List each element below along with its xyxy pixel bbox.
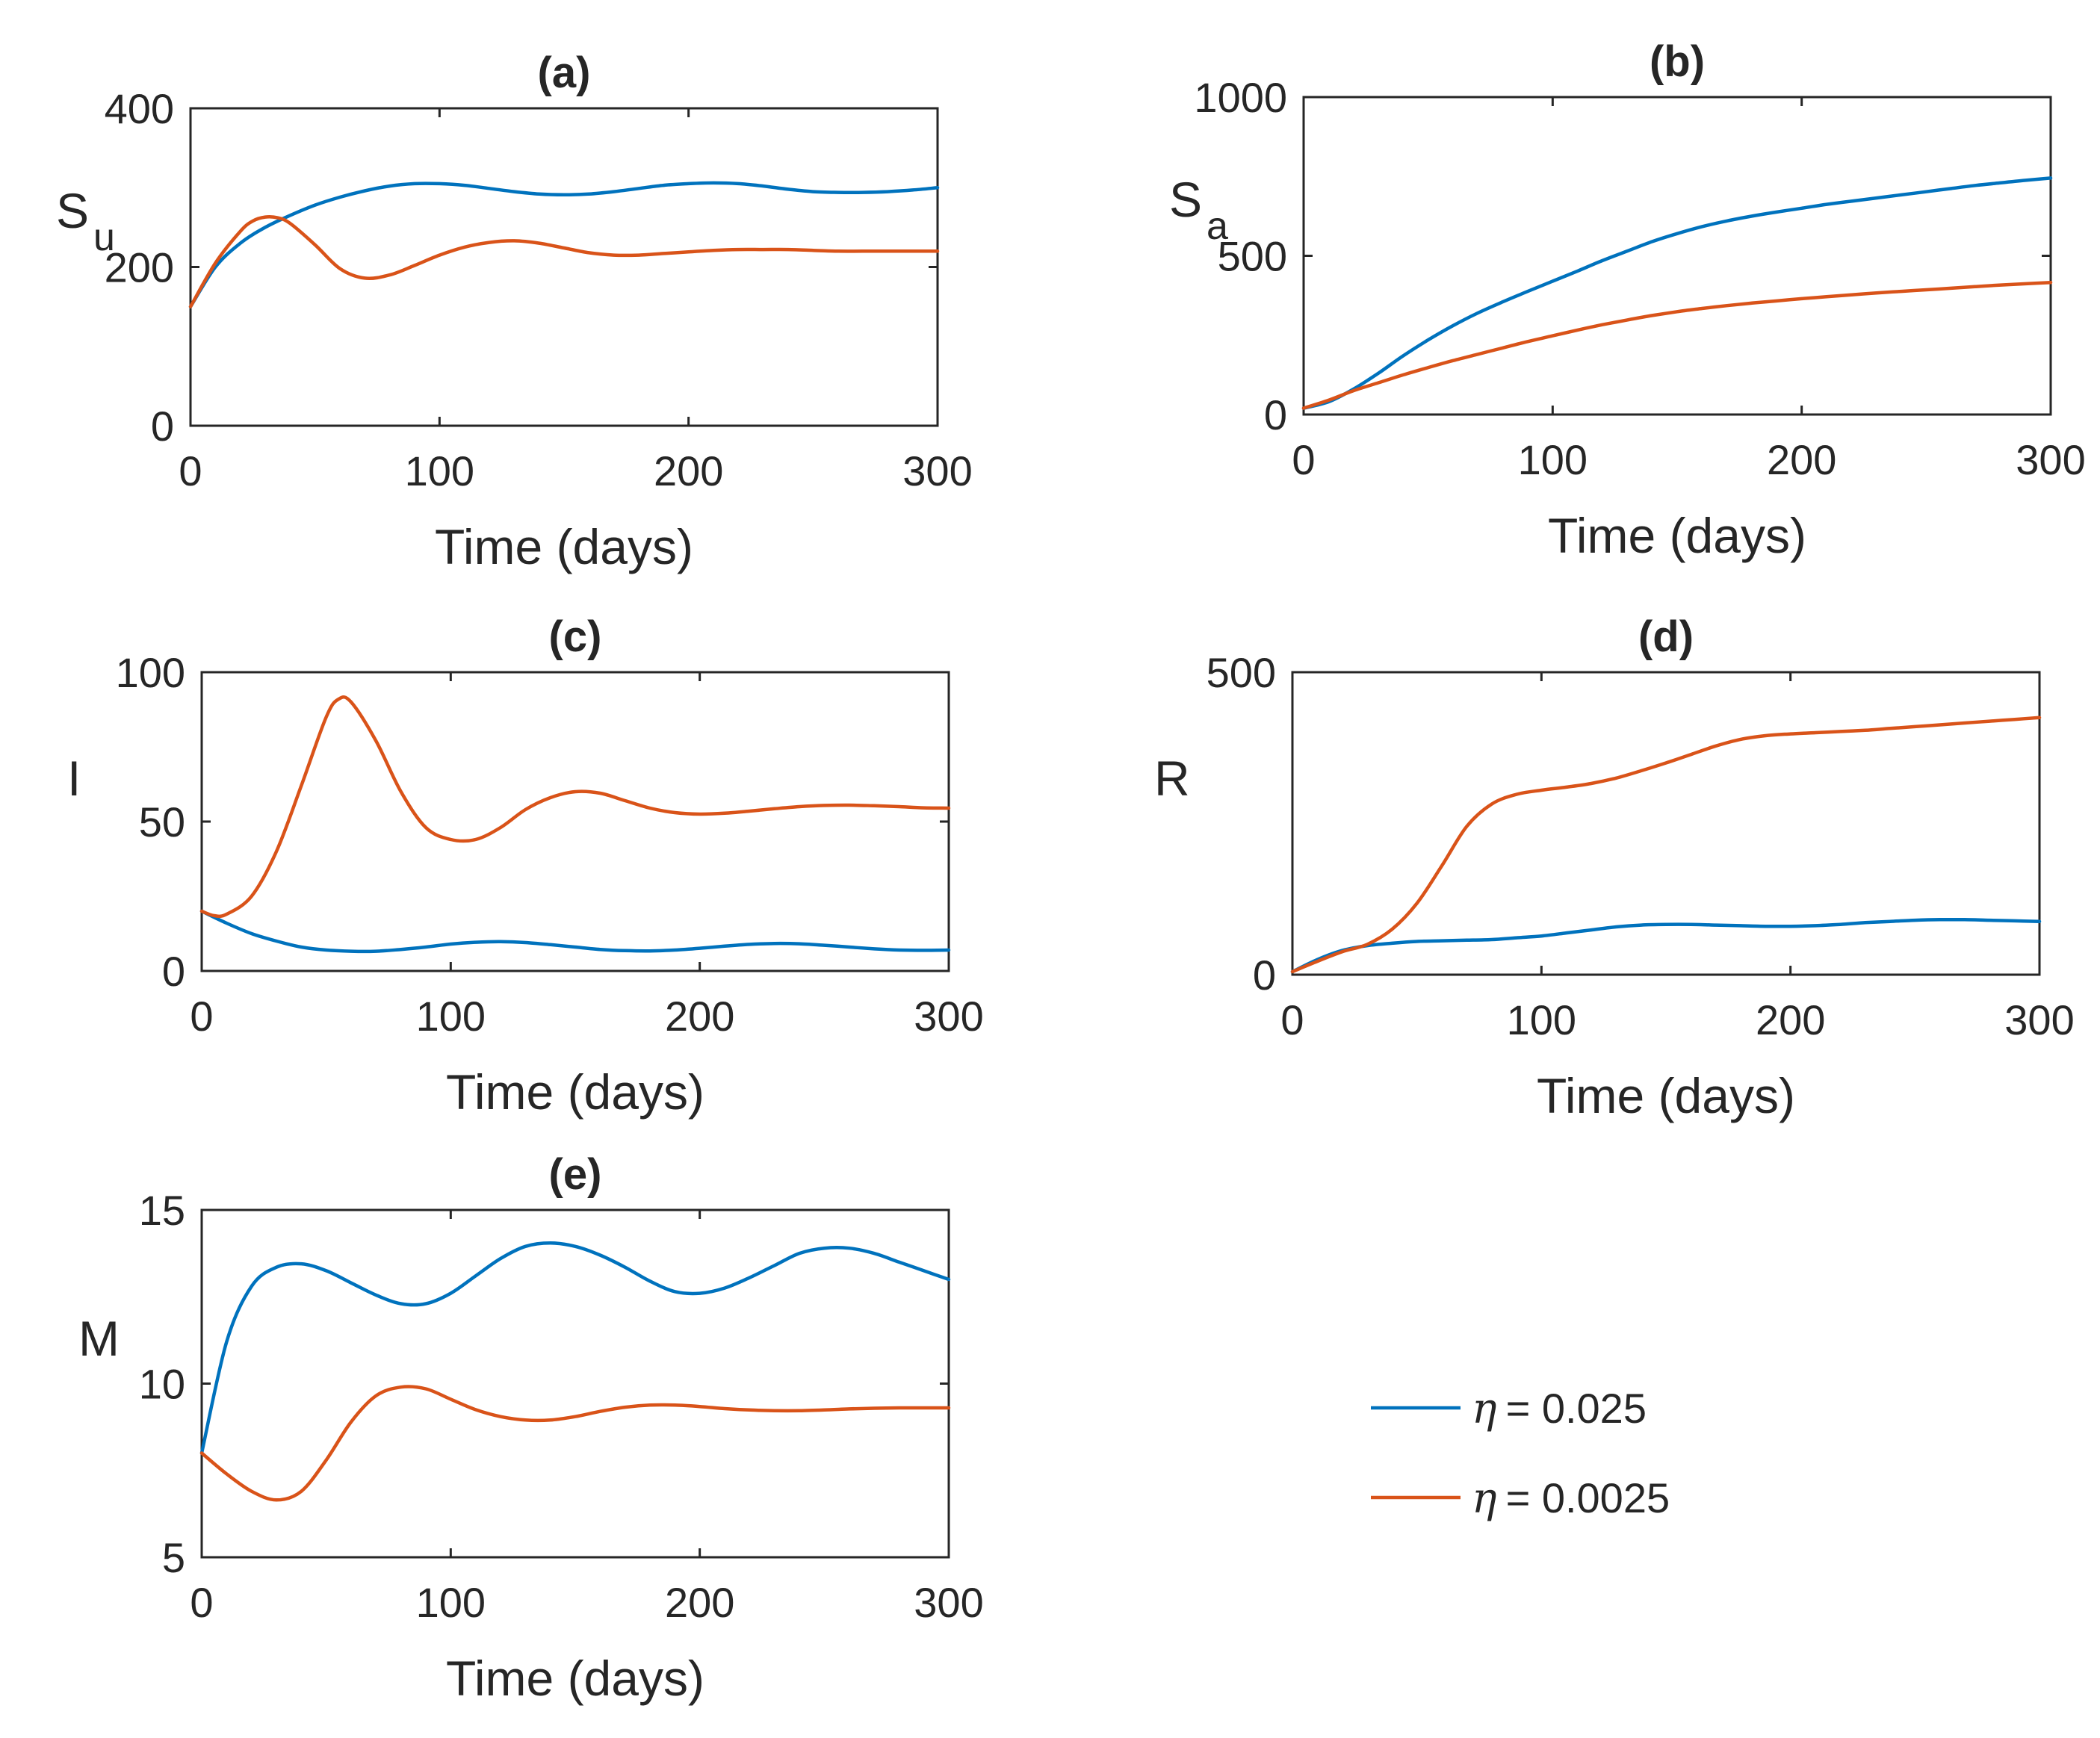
x-tick-label: 200	[665, 1579, 734, 1626]
legend-entry-2: η = 0.0025	[1472, 1474, 1670, 1523]
x-axis-label: Time (days)	[435, 519, 693, 574]
x-tick-label: 200	[1767, 436, 1836, 483]
x-axis-label: Time (days)	[1548, 508, 1806, 563]
y-tick-label: 1000	[1194, 74, 1287, 121]
x-axis-label: Time (days)	[446, 1064, 704, 1120]
y-axis-label-main: R	[1154, 751, 1190, 806]
y-tick-label: 0	[162, 948, 185, 995]
series-line-2	[1290, 716, 2042, 974]
y-axis-label: R	[1154, 751, 1190, 806]
x-axis-label: Time (days)	[1537, 1068, 1795, 1123]
x-tick-label: 100	[416, 1579, 486, 1626]
panel-title: (d)	[1638, 612, 1694, 661]
x-tick-label: 300	[914, 1579, 983, 1626]
series-line-1	[199, 909, 951, 954]
x-tick-label: 200	[1756, 996, 1825, 1043]
y-axis-label-main: S	[56, 183, 89, 238]
x-tick-label: 200	[665, 993, 734, 1040]
x-tick-label: 100	[1518, 436, 1588, 483]
legend-label: = 0.0025	[1506, 1474, 1670, 1521]
y-tick-label: 400	[105, 85, 174, 132]
x-tick-label: 100	[405, 447, 474, 494]
series-line-1	[1301, 176, 2053, 410]
y-axis-label-main: S	[1169, 172, 1202, 227]
series-line-2	[1301, 280, 2053, 410]
x-tick-label: 300	[2004, 996, 2074, 1043]
panel-title: (a)	[538, 49, 591, 97]
panel-title: (e)	[549, 1150, 602, 1199]
plot-frame	[1302, 96, 2052, 416]
y-tick-label: 100	[116, 649, 185, 696]
y-axis-label-main: I	[67, 751, 81, 806]
y-tick-label: 0	[151, 403, 174, 450]
chart-panel-c: 0 100 200 300 0 50 100 (c) Time (days) I	[67, 612, 984, 1120]
series-line-1	[1290, 917, 2042, 974]
y-tick-label: 15	[139, 1187, 185, 1234]
legend-symbol: η	[1472, 1385, 1497, 1433]
plot-frame	[189, 107, 939, 427]
legend-entry-1: η = 0.025	[1472, 1385, 1647, 1433]
y-axis-label: M	[78, 1311, 120, 1366]
y-tick-label: 500	[1207, 649, 1276, 696]
x-axis-label: Time (days)	[446, 1651, 704, 1706]
legend-label: = 0.025	[1506, 1385, 1647, 1432]
y-tick-label: 10	[139, 1361, 185, 1408]
x-tick-label: 0	[190, 993, 213, 1040]
x-tick-label: 300	[2016, 436, 2085, 483]
y-tick-label: 5	[162, 1534, 185, 1581]
chart-panel-a: 0 100 200 300 0 200 400 (a) Time (days) S u	[56, 49, 973, 574]
x-tick-label: 200	[654, 447, 723, 494]
plot-frame	[200, 1208, 950, 1559]
series-line-2	[199, 695, 951, 919]
plot-frame	[200, 671, 950, 972]
panel-title: (b)	[1650, 37, 1705, 86]
y-tick-label: 200	[105, 244, 174, 291]
x-tick-label: 100	[416, 993, 486, 1040]
legend-symbol: η	[1472, 1474, 1497, 1523]
y-axis-label: I	[67, 751, 81, 806]
y-axis-label-subscript: a	[1207, 205, 1228, 248]
y-axis-label-main: M	[78, 1311, 120, 1366]
y-tick-label: 50	[139, 798, 185, 845]
series-line-1	[188, 181, 940, 308]
chart-panel-e: 0 100 200 300 5 10 15 (e) Time (days) M	[78, 1150, 984, 1706]
x-tick-label: 0	[1280, 996, 1304, 1043]
x-tick-label: 300	[914, 993, 983, 1040]
plot-frame	[1291, 671, 2041, 976]
y-tick-label: 0	[1264, 391, 1287, 438]
series-line-2	[199, 1385, 951, 1502]
series-line-1	[199, 1241, 951, 1455]
x-tick-label: 0	[190, 1579, 213, 1626]
x-tick-label: 300	[902, 447, 972, 494]
y-tick-label: 0	[1253, 952, 1276, 999]
y-axis-label-subscript: u	[93, 216, 115, 259]
x-tick-label: 0	[1292, 436, 1315, 483]
panel-title: (c)	[549, 612, 602, 661]
chart-panel-b: 0 100 200 300 0 500 1000 (b) Time (days) S a	[1169, 37, 2086, 563]
x-tick-label: 0	[179, 447, 202, 494]
chart-panel-d: 0 100 200 300 0 500 (d) Time (days) R	[1154, 612, 2075, 1123]
y-tick-label: 500	[1218, 233, 1287, 280]
x-tick-label: 100	[1507, 996, 1576, 1043]
series-line-2	[188, 214, 940, 308]
